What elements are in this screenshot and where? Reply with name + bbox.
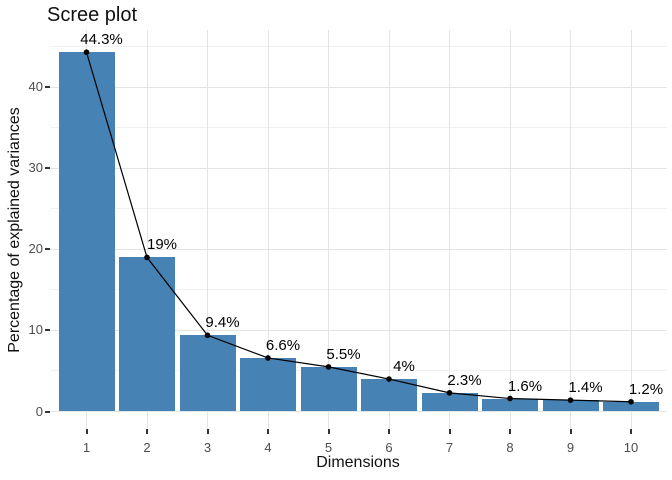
point-label: 4% — [393, 358, 415, 376]
x-tick — [569, 429, 572, 434]
x-tick — [630, 429, 632, 434]
x-tick-label: 3 — [203, 440, 212, 455]
x-tick-label: 7 — [445, 440, 454, 455]
x-tick — [267, 429, 269, 434]
bar — [300, 366, 357, 412]
x-tick — [85, 429, 88, 434]
x-tick-label: 6 — [385, 440, 393, 455]
chart-title: Scree plot — [47, 4, 138, 26]
gridline-major-x — [509, 30, 511, 429]
point-label: 19% — [146, 236, 178, 254]
gridline-major-x — [630, 30, 632, 429]
bar — [119, 257, 175, 412]
y-tick-label: 40 — [28, 79, 43, 95]
x-tick-label: 8 — [506, 440, 514, 455]
point-label: 6.6% — [265, 336, 301, 354]
point-label: 5.5% — [326, 345, 361, 363]
y-tick-label: 30 — [28, 160, 43, 176]
plot-panel — [50, 30, 667, 429]
bar — [58, 52, 115, 412]
y-tick-label: 10 — [28, 322, 43, 338]
y-tick-label: 0 — [35, 403, 43, 419]
x-tick-label: 10 — [623, 440, 639, 455]
bar — [482, 398, 538, 412]
x-tick-label: 1 — [82, 440, 91, 455]
bar — [421, 392, 478, 412]
x-tick — [388, 429, 390, 434]
y-tick — [45, 86, 50, 89]
y-axis-title: Percentage of explained variances — [6, 107, 23, 353]
x-tick — [327, 429, 330, 434]
gridline-major — [50, 411, 667, 412]
point-label: 1.4% — [568, 379, 603, 397]
gridline-major — [50, 167, 667, 169]
gridline-major-x — [570, 30, 571, 429]
bar — [603, 401, 659, 412]
y-tick — [45, 410, 50, 413]
x-tick — [146, 429, 148, 434]
point-label: 2.3% — [447, 371, 482, 389]
x-tick-label: 4 — [264, 440, 272, 455]
y-tick — [45, 329, 50, 332]
x-tick-label: 9 — [566, 440, 575, 455]
bar — [240, 357, 296, 412]
point-label: 9.4% — [205, 314, 240, 332]
x-tick — [448, 429, 451, 434]
gridline-major — [50, 248, 667, 250]
gridline-major — [50, 86, 667, 88]
gridline-major-x — [449, 30, 450, 429]
gridline-major-x — [388, 30, 390, 429]
x-tick-label: 2 — [143, 440, 151, 455]
bar — [179, 335, 236, 412]
x-tick — [206, 429, 209, 434]
y-tick — [45, 167, 50, 170]
gridline-minor — [50, 208, 667, 210]
gridline-minor — [50, 46, 667, 48]
bar — [542, 400, 599, 412]
point-label: 44.3% — [80, 31, 123, 49]
gridline-minor — [50, 127, 667, 129]
x-tick — [509, 429, 511, 434]
point-label: 1.6% — [507, 377, 543, 395]
x-axis-title: Dimensions — [316, 454, 400, 471]
point-label: 1.2% — [628, 380, 664, 398]
bar — [361, 379, 417, 412]
y-tick — [45, 248, 50, 251]
y-tick-label: 20 — [28, 241, 43, 257]
x-tick-label: 5 — [324, 440, 333, 455]
